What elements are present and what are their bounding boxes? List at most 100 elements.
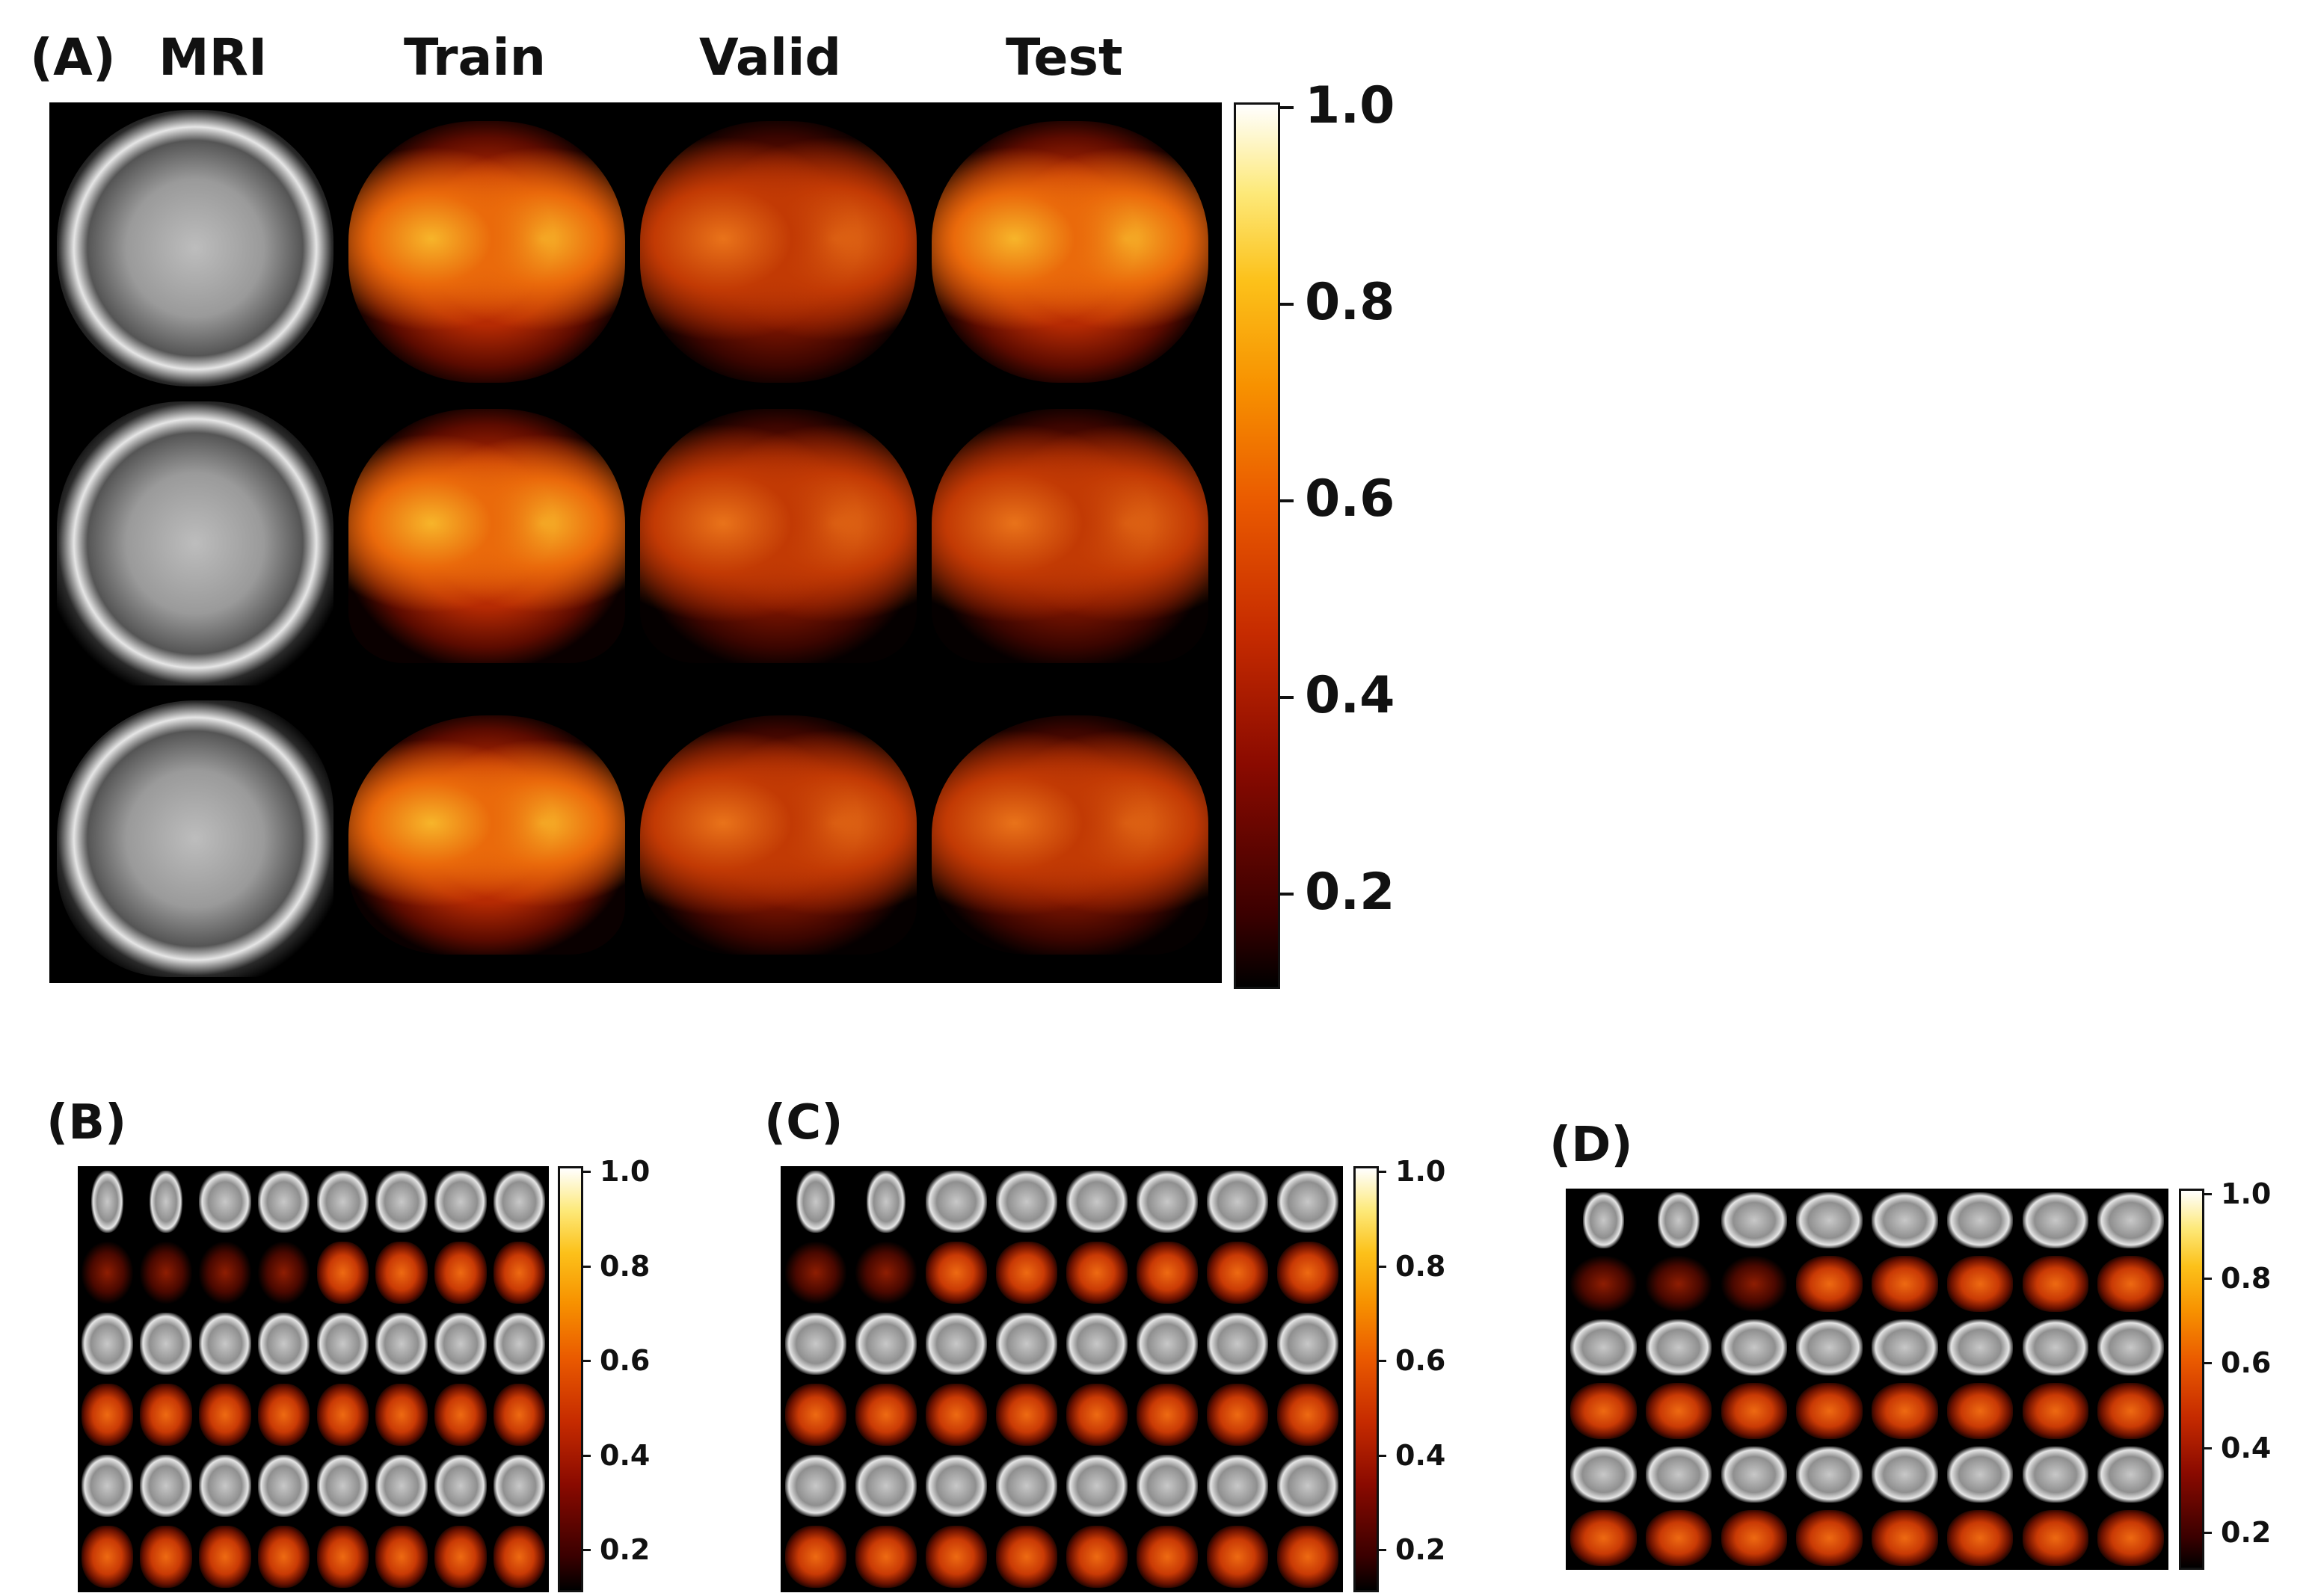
heatmap-slice-thumbnail [375,1525,428,1589]
colorbar-tick-label: 0.4 [1395,1438,1446,1472]
heatmap-slice-thumbnail [995,1525,1058,1589]
colorbar-tick-label: 1.0 [2221,1177,2272,1210]
heatmap-slice-thumbnail [1946,1383,2014,1439]
heatmap-slice-thumbnail [199,1383,251,1446]
mri-slice-thumbnail [375,1312,428,1375]
mri-slice-thumbnail [2022,1319,2089,1375]
heatmap-slice-thumbnail [2022,1383,2089,1439]
heatmap-slice-thumbnail [199,1525,251,1589]
mri-slice-thumbnail [867,1170,906,1233]
mri-slice-thumbnail [1796,1319,1863,1375]
heatmap-slice-thumbnail [1570,1510,1637,1566]
colorbar-tick-label: 0.6 [600,1344,651,1378]
heatmap-slice-thumbnail [1570,1256,1637,1312]
mri-slice-thumbnail [1276,1170,1339,1233]
mri-slice-thumbnail [1206,1170,1269,1233]
heatmap-slice-thumbnail [1946,1256,2014,1312]
mri-slice-thumbnail [1136,1454,1199,1518]
mri-slice-thumbnail [1136,1312,1199,1375]
heatmap-slice-thumbnail [925,1241,988,1304]
heatmap-slice-thumbnail [995,1241,1058,1304]
mri-slice-thumbnail [1872,1319,1938,1375]
heatmap-slice-thumbnail [1206,1241,1269,1304]
tick-mark [1379,1265,1386,1268]
tick-mark [583,1454,591,1457]
mri-slice-thumbnail [925,1312,988,1375]
mri-slice-thumbnail [316,1454,369,1518]
heatmap-slice-thumbnail [1721,1383,1788,1439]
mri-slice-thumbnail [995,1454,1058,1518]
heatmap-slice-thumbnail [1206,1525,1269,1589]
tick-mark [583,1549,591,1552]
heatmap-slice-thumbnail [434,1383,487,1446]
tick-mark [1280,696,1294,699]
colorbar-tick-label: 0.4 [2221,1431,2272,1464]
heatmap-slice-thumbnail [81,1525,134,1589]
heatmap-slice-thumbnail [1872,1510,1938,1566]
mri-slice-thumbnail [1796,1446,1863,1503]
mri-slice-thumbnail [796,1170,835,1233]
heatmap-slice-thumbnail [375,1241,428,1304]
mri-axial-image [57,110,333,386]
mri-slice-thumbnail [784,1454,847,1518]
panel-d-label: (D) [1549,1118,1633,1173]
mri-slice-thumbnail [925,1454,988,1518]
mri-slice-thumbnail [199,1312,251,1375]
mri-slice-thumbnail [855,1454,917,1518]
column-title-train: Train [404,28,547,87]
heatmap-slice-thumbnail [1206,1383,1269,1446]
mri-slice-thumbnail [257,1312,310,1375]
heatmap-slice-thumbnail [1645,1256,1712,1312]
mri-slice-thumbnail [1872,1192,1938,1248]
heatmap-slice-thumbnail [1796,1510,1863,1566]
mri-slice-thumbnail [1276,1312,1339,1375]
mri-slice-thumbnail [1796,1192,1863,1248]
tick-mark [583,1171,591,1173]
heatmap-slice-thumbnail [1570,1383,1637,1439]
heatmap-slice-thumbnail [434,1525,487,1589]
tick-mark [2204,1278,2212,1281]
tick-mark [1379,1171,1386,1173]
mri-slice-thumbnail [199,1170,251,1233]
mri-slice-thumbnail [995,1170,1058,1233]
heatmap-slice-thumbnail [1872,1256,1938,1312]
train-coronal-heatmap [348,409,625,663]
panel-a-image-grid [49,102,1222,983]
heatmap-slice-thumbnail [1872,1383,1938,1439]
heatmap-slice-thumbnail [81,1241,134,1304]
mri-slice-thumbnail [925,1170,988,1233]
heatmap-slice-thumbnail [2097,1256,2164,1312]
mri-slice-thumbnail [1721,1319,1788,1375]
mri-slice-thumbnail [316,1170,369,1233]
column-title-mri: MRI [159,28,268,87]
heatmap-slice-thumbnail [2022,1256,2089,1312]
tick-mark [2204,1193,2212,1195]
tick-mark [1280,303,1294,306]
mri-slice-thumbnail [140,1454,192,1518]
heatmap-slice-thumbnail [1645,1510,1712,1566]
heatmap-slice-thumbnail [1136,1383,1199,1446]
mri-slice-thumbnail [140,1312,192,1375]
tick-mark [1280,893,1294,896]
mri-slice-thumbnail [1946,1319,2014,1375]
heatmap-slice-thumbnail [1796,1256,1863,1312]
valid-coronal-heatmap [640,409,917,663]
heatmap-slice-thumbnail [1276,1383,1339,1446]
heatmap-slice-thumbnail [1136,1525,1199,1589]
colorbar-tick-label: 0.8 [600,1249,651,1283]
heatmap-slice-thumbnail [1136,1241,1199,1304]
mri-slice-thumbnail [2022,1192,2089,1248]
mri-slice-thumbnail [316,1312,369,1375]
tick-mark [1379,1549,1386,1552]
mri-slice-thumbnail [995,1312,1058,1375]
mri-slice-thumbnail [493,1170,546,1233]
colorbar-tick-label: 0.4 [1305,666,1395,725]
mri-slice-thumbnail [1645,1446,1712,1503]
heatmap-slice-thumbnail [2022,1510,2089,1566]
heatmap-slice-thumbnail [995,1383,1058,1446]
heatmap-slice-thumbnail [199,1241,251,1304]
mri-slice-thumbnail [81,1454,134,1518]
colorbar-tick-label: 0.8 [1395,1249,1446,1283]
test-axial-heatmap [932,121,1208,383]
mri-slice-thumbnail [1206,1312,1269,1375]
